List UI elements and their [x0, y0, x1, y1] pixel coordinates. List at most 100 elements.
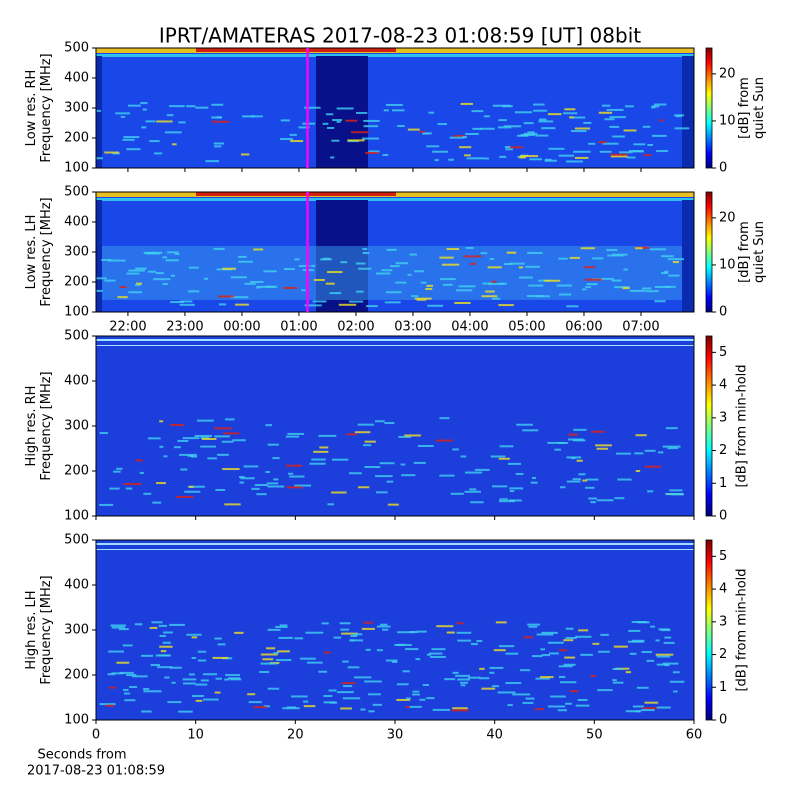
spectrogram-speck — [364, 680, 382, 683]
spectrogram-speck — [214, 435, 230, 438]
spectrogram-band — [96, 54, 694, 57]
spectrogram-speck — [312, 300, 327, 303]
spectrogram-speck — [353, 676, 372, 679]
colorbar-tick-label: 10 — [719, 257, 736, 272]
spectrogram-speck — [143, 690, 162, 693]
spectrogram-speck — [126, 272, 140, 275]
spectrogram-speck — [111, 626, 125, 629]
spectrogram-speck — [225, 418, 235, 421]
spectrogram-speck — [134, 623, 143, 626]
spectrogram-speck — [611, 279, 622, 282]
spectrogram-speck — [528, 625, 538, 628]
spectrogram-speck — [612, 681, 624, 684]
spectrogram-speck — [547, 641, 564, 644]
colorbar-tick-label: 2 — [719, 647, 727, 662]
spectrogram-speck — [214, 145, 222, 148]
spectrogram-speck — [385, 103, 403, 106]
spectrogram-speck — [452, 707, 468, 710]
spectrogram-speck — [457, 639, 472, 642]
x-tick-label: 20 — [287, 728, 304, 743]
spectrogram-speck — [355, 290, 364, 293]
spectrogram-speck — [580, 247, 595, 250]
spectrogram-speck — [318, 434, 337, 437]
spectrogram-speck — [140, 102, 148, 105]
spectrogram-speck — [159, 445, 164, 448]
spectrogram-speck — [325, 282, 335, 285]
spectrogram-speck — [331, 458, 349, 461]
spectrogram-speck — [402, 670, 410, 673]
spectrogram-speck — [625, 671, 632, 674]
spectrogram-speck — [613, 645, 628, 648]
spectrogram-speck — [645, 290, 659, 293]
x-tick-label: 07:00 — [622, 320, 659, 335]
spectrogram-speck — [479, 677, 490, 680]
x-tick-label: 04:00 — [451, 320, 488, 335]
spectrogram-speck — [230, 296, 249, 299]
spectrogram-speck — [225, 674, 240, 677]
spectrogram-speck — [215, 488, 226, 491]
spectrogram-speck — [538, 118, 547, 121]
spectrogram-speck — [384, 301, 401, 304]
spectrogram-speck — [401, 474, 416, 477]
spectrogram-speck — [609, 116, 626, 119]
spectrogram-speck — [439, 474, 455, 477]
spectrogram-speck — [658, 119, 664, 122]
spectrogram-speck — [429, 655, 446, 658]
spectrogram-speck — [509, 262, 525, 265]
spectrogram-speck — [647, 490, 654, 493]
spectrogram-speck — [358, 267, 372, 270]
spectrogram-speck — [398, 435, 412, 438]
spectrogram-speck — [464, 490, 481, 493]
spectrogram-speck — [578, 473, 586, 476]
spectrogram-speck — [340, 628, 350, 631]
spectrogram-speck — [462, 136, 468, 139]
spectrogram-speck — [651, 134, 667, 137]
spectrogram-speck — [526, 295, 544, 298]
spectrogram-speck — [382, 628, 389, 631]
spectrogram-speck — [169, 623, 185, 626]
spectrogram-speck — [422, 132, 432, 135]
spectrogram-speck — [110, 624, 126, 627]
spectrogram-speck — [673, 690, 678, 693]
spectrogram-speck — [222, 468, 240, 471]
spectrogram-speck — [159, 645, 173, 648]
spectrogram-speck — [342, 660, 349, 663]
spectrogram-speck — [409, 253, 417, 256]
spectrogram-speck — [533, 109, 548, 112]
spectrogram-speck — [668, 274, 680, 277]
spectrogram-speck — [251, 487, 260, 490]
x-tick-label: 30 — [387, 728, 404, 743]
spectrogram-speck — [180, 300, 193, 303]
spectrogram-speck — [214, 691, 221, 694]
spectrogram-band — [96, 543, 694, 545]
x-tick-label: 50 — [586, 728, 603, 743]
spectrogram-speck — [298, 126, 310, 129]
spectrogram-speck — [197, 650, 207, 653]
spectrogram-speck — [96, 157, 103, 160]
spectrogram-speck — [575, 704, 590, 707]
spectrogram-speck — [416, 630, 427, 633]
spectrogram-speck — [446, 631, 455, 634]
spectrogram-speck — [671, 493, 684, 496]
spectrogram-speck — [633, 143, 646, 146]
spectrogram-speck — [426, 145, 440, 148]
spectrogram-speck — [623, 268, 628, 271]
spectrogram-speck — [338, 303, 357, 306]
spectrogram-speck — [263, 705, 270, 708]
spectrogram-speck — [439, 256, 454, 259]
spectrogram-speck — [151, 621, 163, 624]
y-axis-label: High res. LH — [24, 590, 39, 669]
spectrogram-speck — [444, 678, 456, 681]
spectrogram-speck — [612, 668, 623, 671]
spectrogram-speck — [547, 441, 565, 444]
spectrogram-speck — [304, 106, 321, 109]
spectrogram-speck — [656, 655, 671, 658]
spectrogram-speck — [265, 424, 273, 427]
spectrogram-speck — [582, 479, 588, 482]
spectrogram-speck — [177, 439, 189, 442]
spectrogram-speck — [409, 705, 422, 708]
spectrogram-speck — [191, 657, 197, 660]
y-axis-label: Frequency [MHz] — [39, 371, 54, 480]
spectrogram-speck — [164, 131, 182, 134]
spectrogram-speck — [175, 495, 194, 498]
